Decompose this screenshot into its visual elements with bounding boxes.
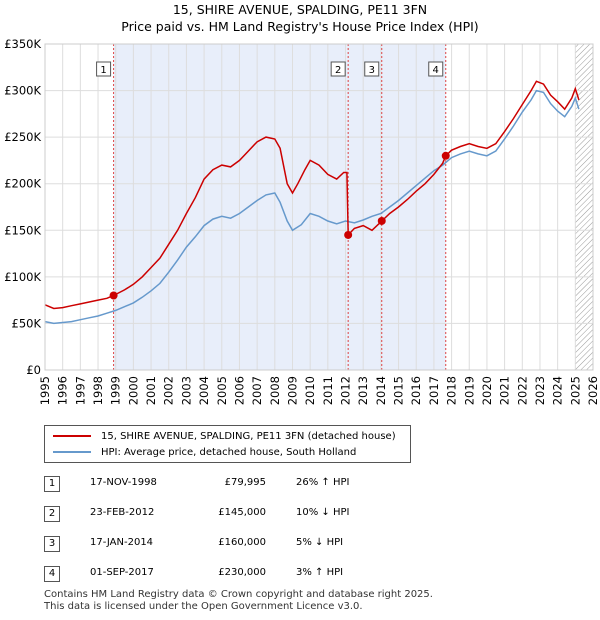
transaction-point <box>377 216 386 225</box>
transaction-date: 17-JAN-2014 <box>90 537 154 548</box>
x-tick-label: 2014 <box>374 376 388 405</box>
footer: Contains HM Land Registry data © Crown c… <box>44 589 433 613</box>
table-row: 1 17-NOV-1998 £79,995 26% ↑ HPI <box>44 475 424 493</box>
forecast-hatch <box>575 44 593 370</box>
x-tick-label: 2025 <box>568 376 582 405</box>
x-tick-label: 2005 <box>215 376 229 405</box>
footer-copyright: Contains HM Land Registry data © Crown c… <box>44 589 433 600</box>
x-tick-label: 2019 <box>462 376 476 405</box>
transaction-label: 2 <box>335 65 341 76</box>
transaction-label-box <box>428 61 444 77</box>
x-tick-label: 2003 <box>179 376 193 405</box>
transaction-hpi-change: 3% ↑ HPI <box>296 567 344 578</box>
legend-swatch-hpi <box>53 451 91 453</box>
x-tick-label: 1996 <box>56 376 70 405</box>
x-tick-label: 2009 <box>285 376 299 405</box>
x-tick-label: 2022 <box>515 376 529 405</box>
x-tick-label: 2017 <box>427 376 441 405</box>
chart-title: 15, SHIRE AVENUE, SPALDING, PE11 3FN <box>172 2 428 17</box>
y-tick-label: £350K <box>4 37 41 51</box>
legend-item-hpi: HPI: Average price, detached house, Sout… <box>53 445 356 459</box>
x-tick-label: 2018 <box>445 376 459 405</box>
transaction-price: £145,000 <box>218 507 266 518</box>
transaction-hpi-change: 26% ↑ HPI <box>296 477 350 488</box>
x-tick-label: 1995 <box>38 376 52 405</box>
transaction-point <box>344 230 353 239</box>
transaction-date: 01-SEP-2017 <box>90 567 154 578</box>
x-tick-label: 2010 <box>303 376 317 405</box>
y-tick-label: £300K <box>4 84 41 98</box>
y-tick-label: £200K <box>4 177 41 191</box>
legend-label-property: 15, SHIRE AVENUE, SPALDING, PE11 3FN (de… <box>101 430 396 442</box>
x-tick-label: 2007 <box>250 376 264 405</box>
ownership-shading <box>113 44 446 370</box>
x-tick-label: 2001 <box>144 376 158 405</box>
table-row: 3 17-JAN-2014 £160,000 5% ↓ HPI <box>44 535 424 553</box>
transaction-label-box <box>96 61 112 77</box>
chart-subtitle: Price paid vs. HM Land Registry's House … <box>121 19 479 34</box>
transaction-label: 3 <box>369 65 375 76</box>
transaction-label: 4 <box>433 65 439 76</box>
x-tick-label: 2021 <box>498 376 512 405</box>
legend-label-hpi: HPI: Average price, detached house, Sout… <box>101 446 357 458</box>
x-tick-label: 1999 <box>109 376 123 405</box>
x-tick-label: 2006 <box>232 376 246 405</box>
x-tick-label: 2026 <box>586 376 600 405</box>
legend: 15, SHIRE AVENUE, SPALDING, PE11 3FN (de… <box>44 425 411 463</box>
y-tick-label: £250K <box>4 130 41 144</box>
y-tick-label: £100K <box>4 270 41 284</box>
property-series-line <box>44 80 580 310</box>
transaction-price: £160,000 <box>218 537 266 548</box>
y-tick-label: £50K <box>12 316 42 330</box>
transaction-point <box>109 291 118 300</box>
transaction-label: 1 <box>100 65 106 76</box>
x-tick-label: 2012 <box>339 376 353 405</box>
x-tick-label: 2004 <box>197 376 211 405</box>
x-tick-label: 2023 <box>533 376 547 405</box>
x-tick-label: 2008 <box>268 376 282 405</box>
table-row: 2 23-FEB-2012 £145,000 10% ↓ HPI <box>44 505 424 523</box>
hpi-series-line <box>44 89 580 325</box>
x-tick-label: 2000 <box>126 376 140 405</box>
x-tick-label: 2020 <box>480 376 494 405</box>
x-tick-label: 2016 <box>409 376 423 405</box>
x-tick-label: 2013 <box>356 376 370 405</box>
transaction-label-box <box>330 61 346 77</box>
x-tick-label: 1997 <box>73 376 87 405</box>
x-tick-label: 2002 <box>162 376 176 405</box>
x-tick-label: 2024 <box>551 376 565 405</box>
legend-item-property: 15, SHIRE AVENUE, SPALDING, PE11 3FN (de… <box>53 429 396 443</box>
footer-licence: This data is licensed under the Open Gov… <box>44 601 363 612</box>
legend-swatch-property <box>53 435 91 437</box>
transaction-price: £230,000 <box>218 567 266 578</box>
plot-border <box>44 43 594 371</box>
transaction-point <box>441 151 450 160</box>
x-tick-label: 1998 <box>91 376 105 405</box>
transaction-number-badge: 1 <box>44 476 60 492</box>
transaction-date: 17-NOV-1998 <box>90 477 157 488</box>
transaction-number-badge: 4 <box>44 566 60 582</box>
transaction-date: 23-FEB-2012 <box>90 507 155 518</box>
transaction-price: £79,995 <box>224 477 266 488</box>
transaction-label-box <box>364 61 380 77</box>
table-row: 4 01-SEP-2017 £230,000 3% ↑ HPI <box>44 565 424 583</box>
transaction-number-badge: 3 <box>44 536 60 552</box>
x-tick-label: 2011 <box>321 376 335 405</box>
transaction-hpi-change: 10% ↓ HPI <box>296 507 350 518</box>
price-chart: 1 2 3 4 £0 £50K £100K £150K £200K £250K £300K £350… <box>4 37 600 405</box>
transaction-number-badge: 2 <box>44 506 60 522</box>
y-tick-label: £0 <box>26 363 41 377</box>
x-tick-label: 2015 <box>392 376 406 405</box>
transaction-hpi-change: 5% ↓ HPI <box>296 537 344 548</box>
y-tick-label: £150K <box>4 223 41 237</box>
